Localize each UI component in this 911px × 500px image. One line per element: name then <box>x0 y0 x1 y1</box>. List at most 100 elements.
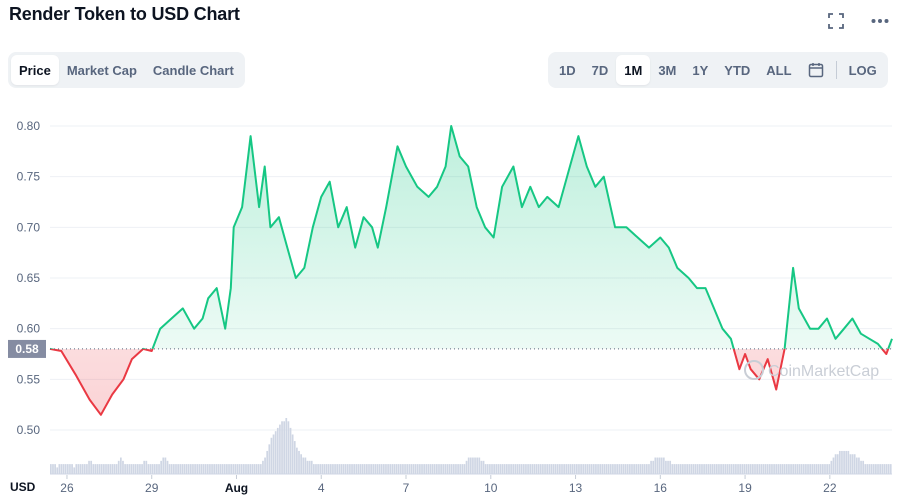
volume-bar <box>785 464 788 474</box>
volume-bar <box>139 464 141 474</box>
volume-bar <box>730 464 733 474</box>
volume-bar <box>166 460 169 474</box>
more-icon[interactable] <box>869 10 891 32</box>
x-tick-label: 10 <box>484 481 498 495</box>
range-all[interactable]: ALL <box>766 62 792 78</box>
volume-bar <box>501 464 504 474</box>
volume-bar <box>491 464 493 474</box>
volume-bar <box>279 424 281 474</box>
volume-bar <box>686 464 688 474</box>
volume-bar <box>732 464 735 474</box>
calendar-button[interactable] <box>800 55 832 85</box>
volume-bar <box>262 460 264 474</box>
y-tick-label: 0.55 <box>17 372 41 386</box>
volume-bar <box>238 464 241 474</box>
volume-bar <box>709 464 712 474</box>
volume-bar <box>124 464 126 474</box>
volume-bar <box>321 464 324 474</box>
volume-bar <box>535 464 538 474</box>
volume-bar <box>425 464 428 474</box>
tab-price[interactable]: Price <box>11 55 59 85</box>
volume-bar <box>380 464 383 474</box>
volume-bar <box>338 464 341 474</box>
volume-bar <box>592 464 595 474</box>
volume-bar <box>616 464 619 474</box>
volume-bar <box>505 464 508 474</box>
volume-bar <box>760 464 763 474</box>
volume-bar <box>366 464 368 474</box>
volume-bar <box>720 464 722 474</box>
range-7d[interactable]: 7D <box>591 62 609 78</box>
volume-bar <box>416 464 419 474</box>
volume-bar <box>870 464 873 474</box>
top-icons <box>825 10 891 32</box>
volume-bar <box>436 464 438 474</box>
volume-bar <box>209 464 211 474</box>
volume-bar <box>389 464 392 474</box>
volume-bar <box>272 434 275 474</box>
volume-bar <box>349 464 351 474</box>
volume-bar <box>875 464 877 474</box>
y-tick-label: 0.80 <box>17 119 41 133</box>
volume-bar <box>382 464 385 474</box>
volume-bar <box>641 464 644 474</box>
volume-bar <box>202 464 205 474</box>
volume-bar <box>853 454 856 474</box>
volume-bar <box>480 460 483 474</box>
volume-bar <box>175 464 177 474</box>
volume-bar <box>317 464 319 474</box>
volume-bar <box>60 464 63 474</box>
volume-bar <box>688 464 691 474</box>
volume-bar <box>236 464 239 474</box>
range-ytd[interactable]: YTD <box>724 62 751 78</box>
range-1y[interactable]: 1Y <box>692 62 709 78</box>
volume-bar <box>612 464 614 474</box>
volume-bar <box>153 464 156 474</box>
volume-bar <box>363 464 366 474</box>
volume-bar <box>633 464 635 474</box>
volume-bar <box>860 460 862 474</box>
volume-bar <box>796 464 799 474</box>
fullscreen-icon[interactable] <box>825 10 847 32</box>
volume-bar <box>726 464 729 474</box>
volume-bar <box>457 464 459 474</box>
volume-bar <box>111 464 114 474</box>
y-tick-label: 0.60 <box>17 322 41 336</box>
tab-market-cap[interactable]: Market Cap <box>66 62 137 78</box>
volume-bar <box>603 464 606 474</box>
volume-bar <box>469 457 472 474</box>
volume-bar <box>792 464 795 474</box>
volume-bar <box>749 464 752 474</box>
volume-bar <box>130 464 133 474</box>
volume-bar <box>467 457 470 474</box>
volume-bar <box>226 464 228 474</box>
volume-bar <box>399 464 402 474</box>
range-3m[interactable]: 3M <box>658 62 677 78</box>
volume-bar <box>291 434 294 474</box>
volume-bar <box>692 464 695 474</box>
range-1d[interactable]: 1D <box>559 62 576 78</box>
volume-bar <box>151 464 154 474</box>
volume-bar <box>164 457 167 474</box>
volume-bar <box>735 464 737 474</box>
volume-bar <box>81 464 84 474</box>
volume-bar <box>741 464 744 474</box>
price-line-up <box>49 125 893 349</box>
volume-bar <box>836 454 839 474</box>
tab-candle-chart[interactable]: Candle Chart <box>152 62 234 78</box>
volume-bar <box>478 457 481 474</box>
range-1m[interactable]: 1M <box>616 55 651 85</box>
volume-bar <box>614 464 616 474</box>
volume-bar <box>503 464 506 474</box>
volume-bar <box>525 464 527 474</box>
volume-bar <box>595 464 597 474</box>
volume-bar <box>675 464 678 474</box>
volume-bar <box>472 457 474 474</box>
log-toggle[interactable]: LOG <box>848 62 877 78</box>
volume-bar <box>879 464 881 474</box>
volume-bar <box>160 460 163 474</box>
volume-bar <box>245 464 247 474</box>
volume-bar <box>340 464 343 474</box>
volume-bar <box>293 441 296 474</box>
volume-bar <box>474 457 476 474</box>
